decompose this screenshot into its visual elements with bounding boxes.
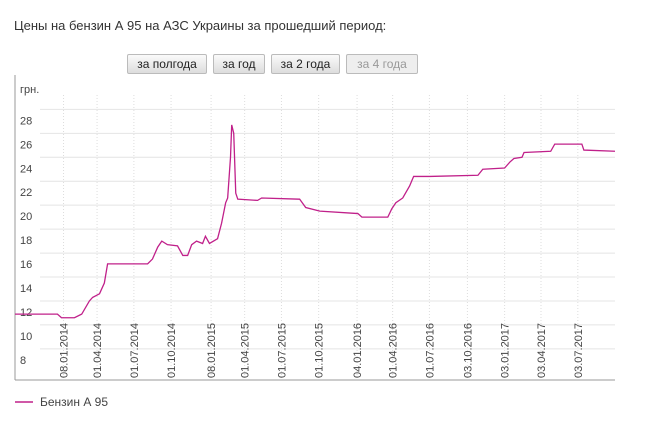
- y-tick-label: 14: [20, 283, 32, 295]
- x-tick-label: 01.07.2014: [129, 323, 141, 378]
- x-tick-label: 01.04.2014: [92, 323, 104, 378]
- range-button: за 4 года: [346, 54, 418, 74]
- range-button[interactable]: за 2 года: [271, 54, 340, 74]
- x-tick-label: 04.01.2016: [352, 323, 364, 378]
- x-tick-label: 01.04.2015: [240, 323, 252, 378]
- y-tick-label: 28: [20, 115, 32, 127]
- range-button[interactable]: за полгода: [127, 54, 207, 74]
- y-tick-label: 8: [20, 355, 26, 367]
- x-tick-label: 08.01.2014: [59, 323, 71, 378]
- y-tick-label: 24: [20, 163, 32, 175]
- x-tick-label: 03.04.2017: [536, 323, 548, 378]
- chart-title: Цены на бензин А 95 на АЗС Украины за пр…: [14, 18, 387, 33]
- y-tick-label: 26: [20, 139, 32, 151]
- x-tick-label: 03.01.2017: [500, 323, 512, 378]
- range-button[interactable]: за год: [213, 54, 265, 74]
- legend-label: Бензин А 95: [40, 395, 108, 409]
- y-tick-label: 10: [20, 331, 32, 343]
- y-tick-label: 20: [20, 211, 32, 223]
- y-tick-label: 16: [20, 259, 32, 271]
- x-tick-label: 01.10.2014: [166, 323, 178, 378]
- x-tick-label: 01.07.2015: [276, 323, 288, 378]
- y-axis-label: грн.: [20, 84, 39, 96]
- y-tick-label: 12: [20, 307, 32, 319]
- x-tick-label: 03.07.2017: [573, 323, 585, 378]
- y-tick-label: 22: [20, 187, 32, 199]
- x-tick-label: 01.04.2016: [388, 323, 400, 378]
- x-tick-label: 08.01.2015: [206, 323, 218, 378]
- data-line: [15, 124, 616, 319]
- y-tick-label: 18: [20, 235, 32, 247]
- x-tick-label: 01.07.2016: [424, 323, 436, 378]
- x-tick-label: 01.10.2015: [314, 323, 326, 378]
- x-tick-label: 03.10.2016: [462, 323, 474, 378]
